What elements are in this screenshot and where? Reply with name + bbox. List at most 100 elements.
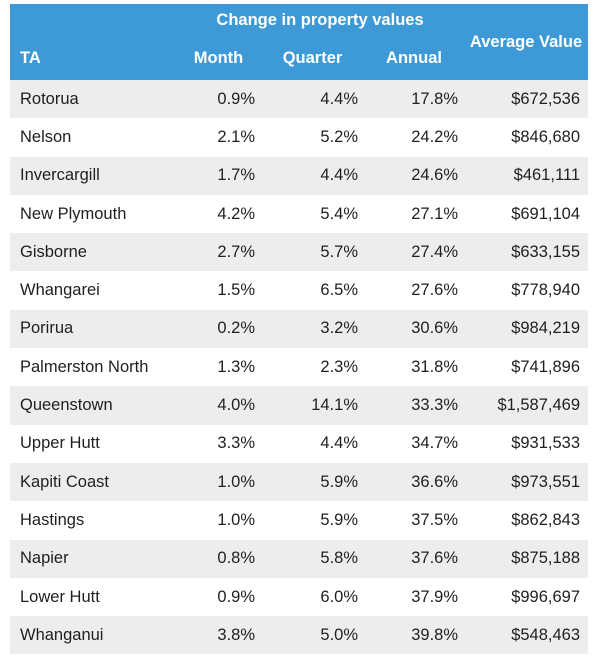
table-row: Porirua 0.2% 3.2% 30.6% $984,219 bbox=[10, 309, 589, 349]
cell-average-value: $984,219 bbox=[464, 309, 589, 349]
cell-annual: 27.1% bbox=[364, 194, 465, 234]
cell-average-value: $846,680 bbox=[464, 118, 589, 157]
cell-annual: 37.5% bbox=[364, 501, 465, 540]
cell-month: 1.0% bbox=[176, 462, 261, 502]
cell-average-value: $548,463 bbox=[464, 616, 589, 655]
header-annual: Annual bbox=[364, 36, 465, 80]
cell-month: 4.2% bbox=[176, 194, 261, 234]
cell-annual: 37.6% bbox=[364, 539, 465, 578]
cell-month: 4.0% bbox=[176, 386, 261, 425]
cell-month: 1.5% bbox=[176, 271, 261, 310]
cell-month: 0.2% bbox=[176, 309, 261, 349]
header-ta-spacer bbox=[10, 4, 176, 36]
cell-ta: Palmerston North bbox=[10, 348, 176, 387]
cell-annual: 37.9% bbox=[364, 577, 465, 617]
cell-month: 3.3% bbox=[176, 424, 261, 463]
cell-quarter: 5.0% bbox=[261, 616, 364, 655]
cell-month: 0.8% bbox=[176, 539, 261, 578]
cell-average-value: $461,111 bbox=[464, 156, 589, 195]
cell-ta: Rotorua bbox=[10, 80, 176, 119]
table-row: New Plymouth 4.2% 5.4% 27.1% $691,104 bbox=[10, 194, 589, 234]
table-row: Queenstown 4.0% 14.1% 33.3% $1,587,469 bbox=[10, 386, 589, 425]
cell-quarter: 5.9% bbox=[261, 501, 364, 540]
table-row: Nelson 2.1% 5.2% 24.2% $846,680 bbox=[10, 118, 589, 157]
cell-ta: Queenstown bbox=[10, 386, 176, 425]
cell-month: 2.7% bbox=[176, 233, 261, 272]
cell-average-value: $875,188 bbox=[464, 539, 589, 578]
header-quarter: Quarter bbox=[261, 36, 364, 80]
cell-average-value: $1,587,469 bbox=[464, 386, 589, 425]
table-row: Upper Hutt 3.3% 4.4% 34.7% $931,533 bbox=[10, 424, 589, 463]
cell-ta: Lower Hutt bbox=[10, 577, 176, 617]
table-row: Gisborne 2.7% 5.7% 27.4% $633,155 bbox=[10, 233, 589, 272]
cell-annual: 30.6% bbox=[364, 309, 465, 349]
cell-quarter: 3.2% bbox=[261, 309, 364, 349]
cell-quarter: 5.7% bbox=[261, 233, 364, 272]
cell-average-value: $778,940 bbox=[464, 271, 589, 310]
table-row: Whanganui 3.8% 5.0% 39.8% $548,463 bbox=[10, 616, 589, 655]
cell-average-value: $672,536 bbox=[464, 80, 589, 119]
cell-annual: 39.8% bbox=[364, 616, 465, 655]
cell-average-value: $996,697 bbox=[464, 577, 589, 617]
cell-annual: 33.3% bbox=[364, 386, 465, 425]
cell-quarter: 4.4% bbox=[261, 424, 364, 463]
cell-ta: Napier bbox=[10, 539, 176, 578]
cell-ta: Porirua bbox=[10, 309, 176, 349]
property-values-table: Change in property values Average Value … bbox=[10, 4, 589, 655]
cell-month: 3.8% bbox=[176, 616, 261, 655]
cell-average-value: $741,896 bbox=[464, 348, 589, 387]
cell-annual: 27.6% bbox=[364, 271, 465, 310]
cell-quarter: 6.0% bbox=[261, 577, 364, 617]
cell-month: 0.9% bbox=[176, 80, 261, 119]
cell-quarter: 2.3% bbox=[261, 348, 364, 387]
cell-ta: Invercargill bbox=[10, 156, 176, 195]
cell-annual: 17.8% bbox=[364, 80, 465, 119]
table-row: Invercargill 1.7% 4.4% 24.6% $461,111 bbox=[10, 156, 589, 195]
cell-month: 1.0% bbox=[176, 501, 261, 540]
cell-month: 0.9% bbox=[176, 577, 261, 617]
header-month: Month bbox=[176, 36, 261, 80]
cell-ta: Kapiti Coast bbox=[10, 462, 176, 502]
cell-month: 1.7% bbox=[176, 156, 261, 195]
table-row: Rotorua 0.9% 4.4% 17.8% $672,536 bbox=[10, 80, 589, 119]
cell-ta: Gisborne bbox=[10, 233, 176, 272]
cell-annual: 31.8% bbox=[364, 348, 465, 387]
table-row: Napier 0.8% 5.8% 37.6% $875,188 bbox=[10, 539, 589, 578]
cell-quarter: 5.8% bbox=[261, 539, 364, 578]
cell-month: 1.3% bbox=[176, 348, 261, 387]
table-row: Kapiti Coast 1.0% 5.9% 36.6% $973,551 bbox=[10, 462, 589, 502]
cell-quarter: 5.9% bbox=[261, 462, 364, 502]
table-header: Change in property values Average Value … bbox=[10, 4, 589, 80]
table-row: Whangarei 1.5% 6.5% 27.6% $778,940 bbox=[10, 271, 589, 310]
cell-annual: 36.6% bbox=[364, 462, 465, 502]
cell-average-value: $691,104 bbox=[464, 194, 589, 234]
cell-quarter: 5.2% bbox=[261, 118, 364, 157]
cell-quarter: 14.1% bbox=[261, 386, 364, 425]
cell-ta: Whanganui bbox=[10, 616, 176, 655]
header-change-group: Change in property values bbox=[176, 4, 465, 36]
table-row: Hastings 1.0% 5.9% 37.5% $862,843 bbox=[10, 501, 589, 540]
cell-month: 2.1% bbox=[176, 118, 261, 157]
cell-annual: 24.6% bbox=[364, 156, 465, 195]
cell-average-value: $973,551 bbox=[464, 462, 589, 502]
cell-average-value: $931,533 bbox=[464, 424, 589, 463]
cell-quarter: 6.5% bbox=[261, 271, 364, 310]
cell-ta: Whangarei bbox=[10, 271, 176, 310]
header-average-value: Average Value bbox=[464, 4, 589, 80]
cell-ta: Nelson bbox=[10, 118, 176, 157]
table-row: Lower Hutt 0.9% 6.0% 37.9% $996,697 bbox=[10, 577, 589, 617]
cell-average-value: $862,843 bbox=[464, 501, 589, 540]
property-values-table-container: Change in property values Average Value … bbox=[10, 4, 589, 655]
cell-annual: 34.7% bbox=[364, 424, 465, 463]
table-body: Rotorua 0.9% 4.4% 17.8% $672,536 Nelson 2.1% 5.… bbox=[10, 80, 589, 655]
cell-annual: 24.2% bbox=[364, 118, 465, 157]
cell-annual: 27.4% bbox=[364, 233, 465, 272]
cell-ta: Hastings bbox=[10, 501, 176, 540]
cell-ta: New Plymouth bbox=[10, 194, 176, 234]
header-ta: TA bbox=[10, 36, 176, 80]
cell-quarter: 4.4% bbox=[261, 80, 364, 119]
table-row: Palmerston North 1.3% 2.3% 31.8% $741,896 bbox=[10, 348, 589, 387]
cell-average-value: $633,155 bbox=[464, 233, 589, 272]
cell-quarter: 4.4% bbox=[261, 156, 364, 195]
cell-quarter: 5.4% bbox=[261, 194, 364, 234]
